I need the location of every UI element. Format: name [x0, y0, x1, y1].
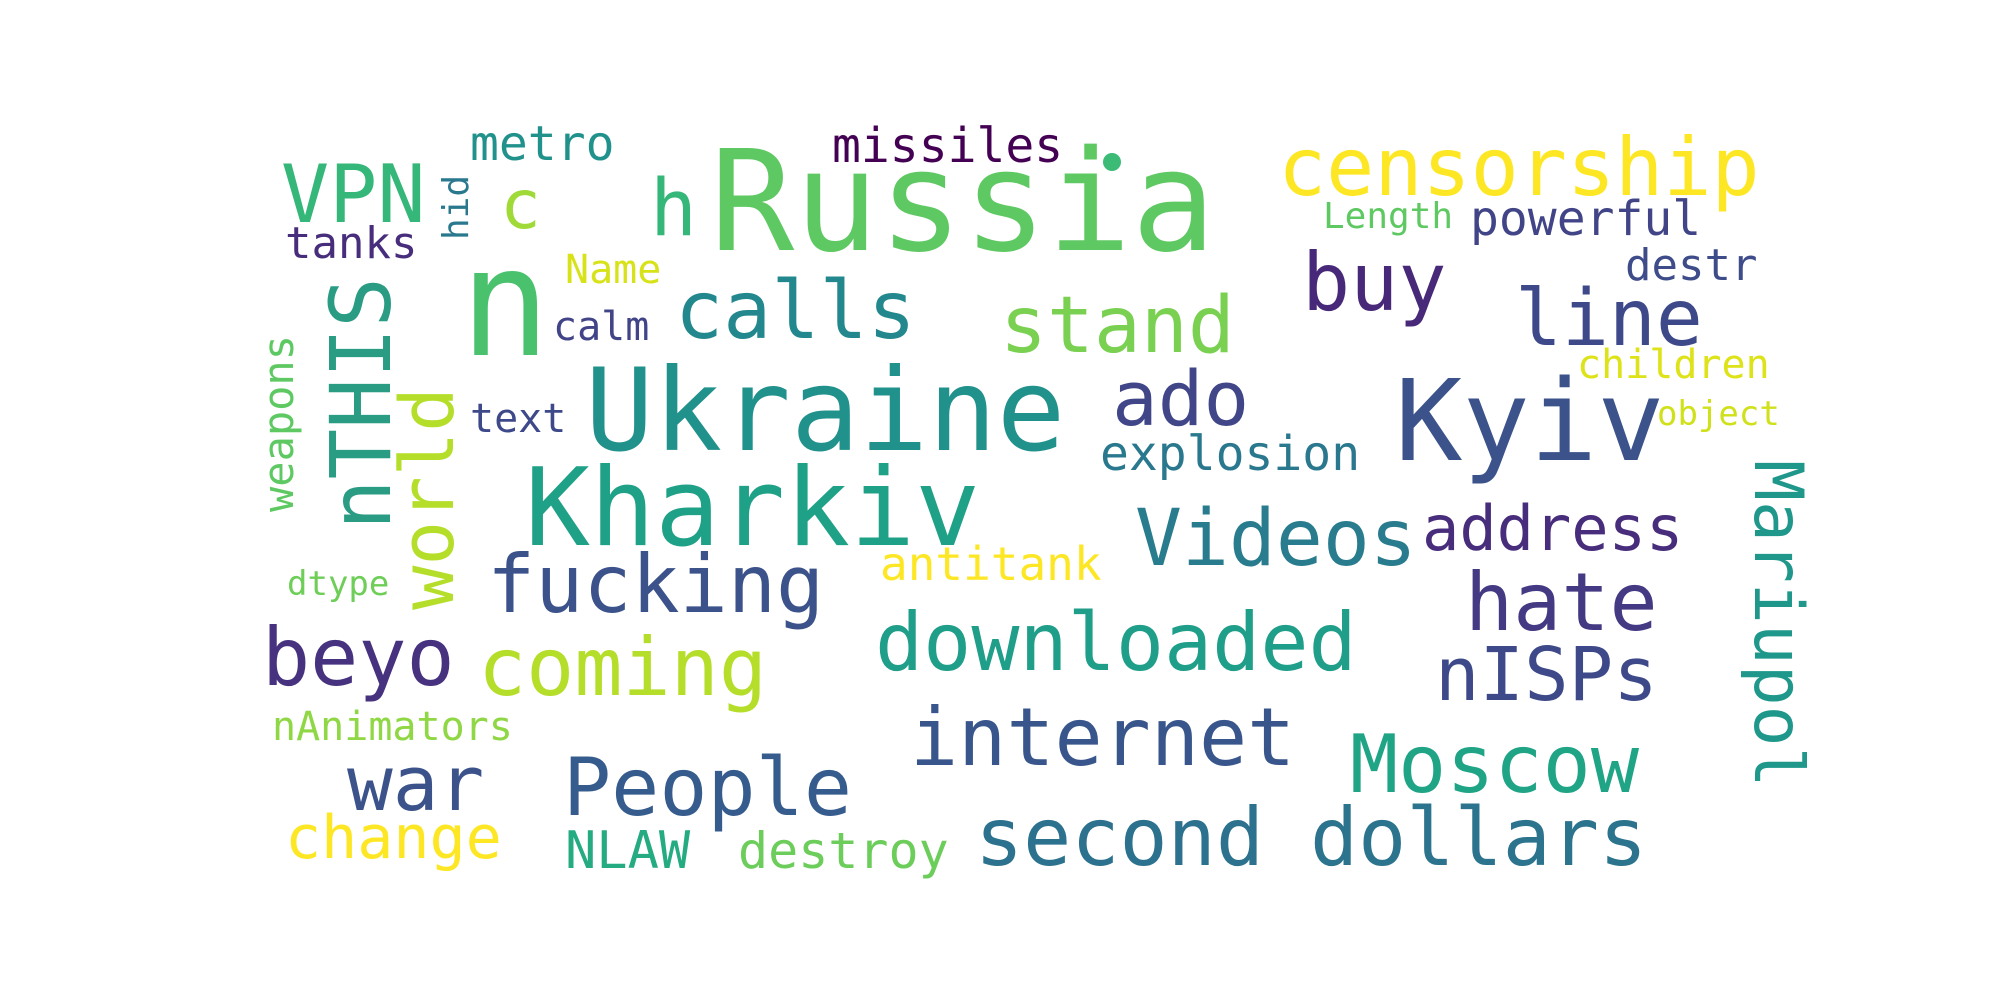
word-destroy: destroy — [738, 822, 949, 880]
word-n: n — [460, 217, 550, 391]
word-mariupol: Mariupol — [1738, 460, 1817, 788]
word-hid: hid — [436, 175, 477, 240]
word-antitank: antitank — [880, 537, 1102, 591]
word-kharkiv: Kharkiv — [525, 446, 980, 571]
word-explosion: explosion — [1100, 426, 1360, 482]
word-calls: calls — [675, 264, 916, 357]
word-world: world — [385, 387, 471, 610]
word-hate: hate — [1465, 556, 1658, 649]
word-weapons: weapons — [254, 335, 303, 512]
word-buy: buy — [1302, 236, 1447, 329]
word-change: change — [285, 803, 502, 873]
word-tanks: tanks — [285, 218, 417, 269]
word-metro: metro — [470, 116, 615, 172]
word-nthis: nTHIS — [312, 277, 410, 530]
word-vpn: VPN — [281, 148, 426, 241]
word-internet: internet — [910, 691, 1295, 784]
word-fucking: fucking — [487, 538, 824, 631]
word-children: children — [1577, 342, 1770, 388]
word-stand: stand — [1000, 281, 1235, 371]
word-nanimators: nAnimators — [272, 704, 513, 750]
word-name: Name — [565, 247, 661, 293]
word-ado: ado — [1112, 354, 1249, 443]
word-powerful: powerful — [1470, 191, 1701, 247]
word-object: object — [1657, 394, 1780, 434]
word-missiles: missiles — [832, 118, 1063, 174]
word-nlaw: NLAW — [565, 821, 691, 881]
word-address: address — [1422, 492, 1683, 565]
word-text: text — [470, 396, 566, 442]
word-second: second — [975, 791, 1264, 884]
word-dtype: dtype — [287, 564, 389, 604]
word-kyiv: Kyiv — [1395, 357, 1665, 487]
word-calm: calm — [553, 304, 649, 350]
word-c: c — [500, 166, 541, 245]
word-length: Length — [1323, 196, 1453, 237]
word-people: People — [563, 741, 852, 834]
word-moscow: Moscow — [1350, 718, 1640, 811]
word-russia: Russia — [710, 121, 1216, 284]
word-downloaded: downloaded — [875, 596, 1357, 689]
word-dot — [1103, 153, 1121, 171]
word-h: h — [650, 164, 697, 254]
word-coming: coming — [478, 621, 767, 714]
word-line: line — [1515, 274, 1703, 364]
word-destr: destr — [1625, 240, 1757, 291]
word-videos: Videos — [1135, 494, 1417, 584]
word-beyo: beyo — [262, 611, 455, 704]
word-nisps: nISPs — [1435, 632, 1658, 718]
word-war: war — [347, 739, 484, 828]
word-dollars: dollars — [1310, 791, 1647, 884]
word-censorship: censorship — [1278, 121, 1760, 214]
word-ukraine: Ukraine — [585, 344, 1065, 477]
